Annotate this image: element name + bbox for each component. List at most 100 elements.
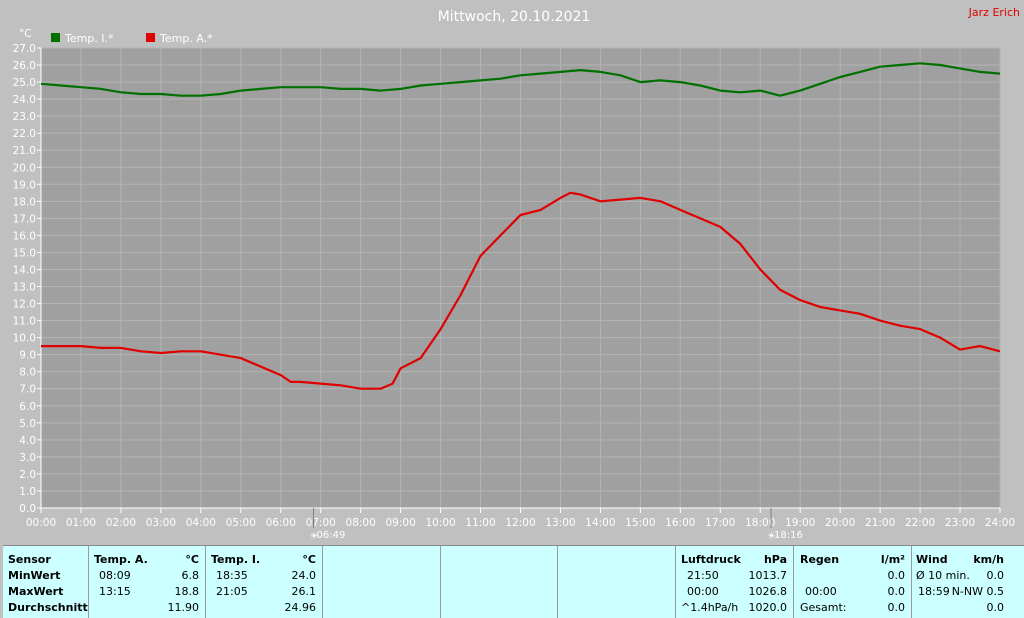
empty-column-2 [441, 546, 558, 618]
y-tick-label: 26.0 [13, 60, 36, 72]
pressure-min-value: 1013.7 [748, 569, 788, 582]
y-tick-label: 22.0 [13, 128, 36, 140]
pressure-min-time: 21:50 [687, 569, 719, 582]
y-tick-label: 19.0 [13, 179, 36, 191]
rain-row2-time: 00:00 [805, 585, 837, 598]
series-line-indoor [40, 62, 1001, 97]
empty-column-3 [558, 546, 676, 618]
author-label: Jarz Erich [968, 6, 1020, 19]
temp-a-column: Temp. A. °C 08:09 6.8 13:15 18.8 11.90 [89, 546, 206, 618]
x-tick-label: 02:00 [106, 517, 136, 529]
x-tick-label: 14:00 [585, 517, 615, 529]
y-tick-label: 16.0 [13, 230, 36, 242]
x-tick-label: 16:00 [665, 517, 695, 529]
legend: Temp. I.* Temp. A.* [51, 32, 213, 45]
temperature-chart: Mittwoch, 20.10.2021 Jarz Erich °C Temp.… [13, 6, 1020, 542]
y-axis: 0.0 1.0 2.0 3.0 4.0 5.0 6.0 7.0 8.0 9.0 10.0 11.0 12… [13, 43, 42, 515]
wind-max-time: 18:59 [918, 585, 950, 598]
avg-row-label: Durchschnitt [8, 601, 88, 614]
y-tick-label: 7.0 [19, 384, 36, 396]
rain-total-label: Gesamt: [800, 601, 847, 614]
y-axis-unit: °C [19, 28, 32, 40]
pressure-trend-value: 1020.0 [748, 601, 788, 614]
temp-i-header: Temp. I. [211, 553, 261, 566]
y-tick-label: 3.0 [19, 452, 36, 464]
y-tick-label: 12.0 [13, 299, 36, 311]
sunset-marker: ☀ 18:16 [767, 508, 803, 542]
y-tick-label: 6.0 [19, 401, 36, 413]
sensor-column: Sensor MinWert MaxWert Durchschnitt [3, 546, 89, 618]
y-tick-label: 1.0 [19, 486, 36, 498]
temp-a-header: Temp. A. [94, 553, 148, 566]
x-tick-label: 18:00 [745, 517, 775, 529]
temp-a-unit: °C [185, 553, 199, 566]
temp-i-max-time: 21:05 [216, 585, 248, 598]
x-tick-label: 07:00 [306, 517, 336, 529]
wind-header: Wind [916, 553, 948, 566]
wind-max-value: N-NW 0.5 [951, 585, 1004, 598]
sunrise-marker: ☀ 06:49 [310, 508, 345, 542]
x-tick-label: 23:00 [945, 517, 975, 529]
pressure-column: Luftdruck hPa 21:50 1013.7 00:00 1026.8 … [676, 546, 794, 618]
series-line-outdoor [41, 191, 1001, 390]
y-tick-label: 9.0 [19, 350, 36, 362]
wind-column: Wind km/h Ø 10 min. 0.0 18:59 N-NW 0.5 0… [912, 546, 1006, 618]
pressure-trend-label: ^1.4hPa/h [681, 601, 739, 614]
temp-a-max-time: 13:15 [99, 585, 131, 598]
y-tick-label: 11.0 [13, 316, 36, 328]
rain-header: Regen [800, 553, 840, 566]
y-tick-label: 10.0 [13, 333, 36, 345]
y-tick-label: 25.0 [13, 77, 36, 89]
grid [40, 47, 1001, 509]
x-tick-label: 06:00 [266, 517, 296, 529]
min-row-label: MinWert [8, 569, 61, 582]
x-axis: 00:00 01:00 02:00 03:00 04:00 05:00 06:00 07:00… [26, 507, 1015, 529]
wind-unit: km/h [973, 553, 1004, 566]
temp-i-average: 24.96 [284, 601, 317, 614]
rain-total-value: 0.0 [887, 601, 906, 614]
y-tick-label: 0.0 [19, 503, 36, 515]
pressure-header: Luftdruck [681, 553, 741, 566]
wind-avg-label: Ø 10 min. [916, 569, 970, 582]
sunrise-icon: ☀ [310, 531, 319, 542]
max-row-label: MaxWert [8, 585, 64, 598]
temp-i-max-value: 26.1 [291, 585, 317, 598]
x-tick-label: 22:00 [905, 517, 935, 529]
temp-a-min-time: 08:09 [99, 569, 131, 582]
temp-i-min-value: 24.0 [291, 569, 317, 582]
chart-title: Mittwoch, 20.10.2021 [438, 9, 591, 25]
temp-i-unit: °C [302, 553, 316, 566]
x-tick-label: 04:00 [186, 517, 216, 529]
y-tick-label: 18.0 [13, 196, 36, 208]
x-tick-label: 05:00 [226, 517, 256, 529]
x-tick-label: 20:00 [825, 517, 855, 529]
y-tick-label: 24.0 [13, 94, 36, 106]
legend-label-indoor: Temp. I.* [64, 32, 114, 45]
y-tick-label: 21.0 [13, 145, 36, 157]
legend-swatch-outdoor [146, 33, 155, 42]
y-tick-label: 4.0 [19, 435, 36, 447]
rain-row1-value: 0.0 [887, 569, 906, 582]
y-tick-label: 5.0 [19, 418, 36, 430]
x-tick-label: 15:00 [625, 517, 655, 529]
sunset-time: 18:16 [774, 530, 803, 541]
x-tick-label: 10:00 [425, 517, 455, 529]
wind-avg-value: 0.0 [986, 569, 1005, 582]
y-tick-label: 15.0 [13, 247, 36, 259]
rain-row2-value: 0.0 [887, 585, 906, 598]
x-tick-label: 13:00 [545, 517, 575, 529]
rain-column: Regen l/m² 0.0 00:00 0.0 Gesamt: 0.0 [794, 546, 912, 618]
x-tick-label: 12:00 [505, 517, 535, 529]
x-tick-label: 03:00 [146, 517, 176, 529]
empty-column-1 [323, 546, 441, 618]
y-tick-label: 8.0 [19, 367, 36, 379]
x-tick-label: 24:00 [985, 517, 1015, 529]
temp-a-min-value: 6.8 [181, 569, 200, 582]
legend-swatch-indoor [51, 33, 60, 42]
temp-i-min-time: 18:35 [216, 569, 248, 582]
x-tick-label: 17:00 [705, 517, 735, 529]
sunset-icon: ☀ [767, 531, 776, 542]
y-tick-label: 14.0 [13, 264, 36, 276]
y-tick-label: 20.0 [13, 162, 36, 174]
series-layer [40, 62, 1001, 390]
